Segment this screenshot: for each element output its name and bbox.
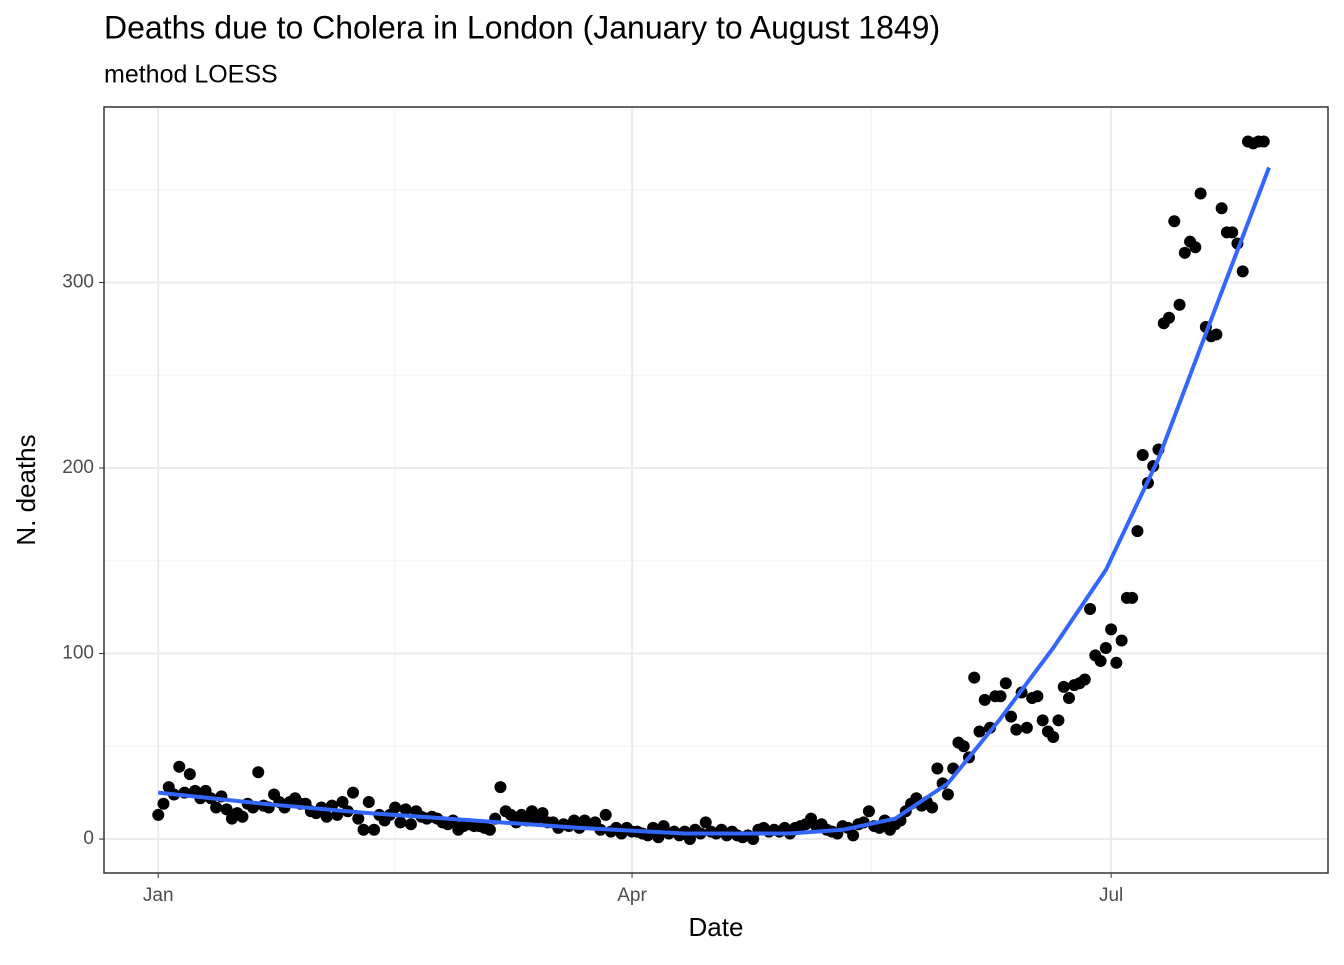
chart-subtitle: method LOESS (104, 61, 278, 89)
point (994, 690, 1007, 703)
point (1020, 721, 1033, 734)
point (1005, 710, 1018, 723)
point (352, 812, 365, 825)
x-axis-title: Date (689, 912, 744, 942)
point (1257, 135, 1270, 148)
point (1236, 265, 1249, 278)
point (362, 795, 375, 808)
point (1031, 690, 1044, 703)
point (220, 803, 233, 816)
point (1178, 246, 1191, 259)
y-tick-label: 300 (62, 272, 94, 293)
point (173, 760, 186, 773)
point (1052, 714, 1065, 727)
point (1215, 202, 1228, 215)
point (1094, 654, 1107, 667)
point (1126, 591, 1139, 604)
point (1168, 215, 1181, 228)
point (320, 810, 333, 823)
point (1110, 656, 1123, 669)
y-tick-label: 200 (62, 457, 94, 478)
point (336, 795, 349, 808)
point (1226, 226, 1239, 239)
point (1163, 311, 1176, 324)
x-tick-label: Jul (1099, 885, 1123, 906)
point (389, 801, 402, 814)
chart-title: Deaths due to Cholera in London (January… (104, 9, 940, 45)
point (968, 671, 981, 684)
point (1047, 731, 1060, 744)
y-tick-label: 100 (62, 643, 94, 664)
point (1194, 187, 1207, 200)
point (862, 805, 875, 818)
point (1057, 680, 1070, 693)
point (973, 725, 986, 738)
point (536, 807, 549, 820)
point (236, 810, 249, 823)
point (368, 823, 381, 836)
point (747, 833, 760, 846)
point (210, 801, 223, 814)
point (1136, 449, 1149, 462)
point (1189, 241, 1202, 254)
point (926, 801, 939, 814)
point (1131, 525, 1144, 538)
point (1105, 623, 1118, 636)
point (183, 768, 196, 781)
point (1010, 723, 1023, 736)
panel-border (103, 106, 1329, 874)
point (1078, 673, 1091, 686)
point (152, 808, 165, 821)
y-tick-label: 0 (83, 828, 94, 849)
point (252, 766, 265, 779)
point (399, 803, 412, 816)
point (957, 740, 970, 753)
point (157, 797, 170, 810)
point (1036, 714, 1049, 727)
point (483, 823, 496, 836)
loess-line (158, 166, 1271, 836)
point (1084, 603, 1097, 616)
point (699, 816, 712, 829)
point (847, 829, 860, 842)
x-tick-label: Apr (617, 885, 647, 906)
point (357, 823, 370, 836)
point (941, 788, 954, 801)
point (404, 818, 417, 831)
point (1173, 298, 1186, 311)
point (347, 786, 360, 799)
point (1099, 641, 1112, 654)
point (999, 677, 1012, 690)
y-axis-title: N. deaths (11, 434, 41, 545)
point (978, 693, 991, 706)
point (394, 816, 407, 829)
point (1115, 634, 1128, 647)
point (931, 762, 944, 775)
point (683, 833, 696, 846)
point (1062, 692, 1075, 705)
x-tick-label: Jan (143, 885, 174, 906)
point (1210, 328, 1223, 341)
point (599, 808, 612, 821)
point (494, 781, 507, 794)
